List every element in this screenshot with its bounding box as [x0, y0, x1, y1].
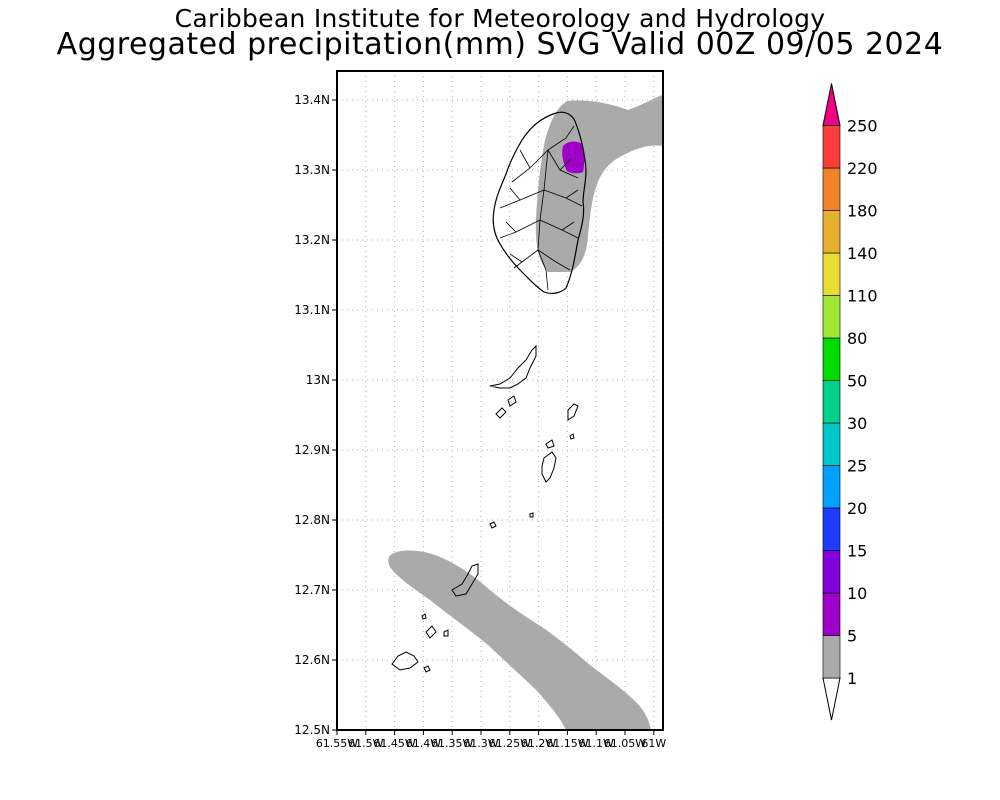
lon-tick-label: 61.45W [373, 737, 415, 750]
mustique-island [567, 403, 579, 421]
islet-9 [421, 613, 427, 620]
colorbar-label: 25 [847, 457, 867, 476]
lon-tick-label: 61.3W [463, 737, 498, 750]
colorbar-label: 10 [847, 584, 867, 603]
rain-area-5-10mm [562, 141, 585, 174]
colorbar-label: 80 [847, 329, 867, 348]
rain-area-north [535, 95, 663, 272]
latitude-axis: 13.4N 13.3N 13.2N 13.1N 13N 12.9N 12.8N 12.7N 12… [294, 93, 337, 737]
st-vincent-island [492, 111, 587, 294]
colorbar-label: 20 [847, 499, 867, 518]
carriacou-island [391, 651, 419, 671]
colorbar-label: 220 [847, 159, 878, 178]
lon-tick-label: 61.35W [431, 737, 473, 750]
st-vincent-rivers [499, 125, 583, 291]
colorbar-segment [822, 295, 841, 339]
colorbar-label: 50 [847, 372, 867, 391]
lon-tick-label: 61.25W [489, 737, 531, 750]
lat-tick-label: 13.1N [294, 303, 330, 317]
islet-4 [545, 439, 555, 449]
lon-tick-label: 61.05W [604, 737, 646, 750]
lat-tick-label: 13.4N [294, 93, 330, 107]
rain-area-south [388, 550, 651, 730]
islet-7 [425, 625, 437, 639]
bequia-island [489, 344, 537, 389]
lon-tick-label: 61.55W [316, 737, 358, 750]
rain-band-1-5mm [388, 95, 663, 730]
colorbar-label: 110 [847, 287, 878, 306]
colorbar-segment [822, 635, 841, 679]
lon-tick-label: 61.2W [521, 737, 556, 750]
colorbar-segment [822, 592, 841, 636]
map-frame [336, 70, 664, 731]
colorbar-label: 140 [847, 244, 878, 263]
lat-tick-label: 12.5N [294, 723, 330, 737]
st-vincent-coastline [492, 111, 587, 294]
islet-6 [529, 512, 534, 518]
chart-title-line-2: Aggregated precipitation(mm) SVG Valid 0… [56, 27, 944, 62]
colorbar-label: 15 [847, 542, 867, 561]
islet-8 [443, 629, 449, 637]
canouan-island [541, 451, 557, 483]
colorbar-segment [822, 252, 841, 296]
colorbar-label: 1 [847, 669, 857, 688]
colorbar-label: 30 [847, 414, 867, 433]
lat-tick-label: 12.9N [294, 443, 330, 457]
islet-5 [489, 521, 497, 529]
colorbar-label: 180 [847, 202, 878, 221]
colorbar-segment [822, 507, 841, 551]
islet-1 [495, 407, 507, 419]
union-island [451, 563, 479, 597]
lon-tick-label: 61W [641, 737, 666, 750]
colorbar-segment [822, 550, 841, 594]
lat-tick-label: 13.2N [294, 233, 330, 247]
islet-10 [423, 665, 431, 673]
colorbar-segment [822, 125, 841, 169]
lat-tick-label: 12.8N [294, 513, 330, 527]
chart-title-line-1: Caribbean Institute for Meteorology and … [174, 4, 826, 33]
lat-tick-label: 13.3N [294, 163, 330, 177]
colorbar-segment [822, 465, 841, 509]
lat-tick-label: 12.6N [294, 653, 330, 667]
colorbar-segment [822, 337, 841, 381]
lon-tick-label: 61.4W [406, 737, 441, 750]
colorbar-segment [822, 380, 841, 424]
longitude-axis: 61.55W61.5W61.45W61.4W61.35W61.3W61.25W6… [316, 730, 666, 750]
lon-tick-label: 61.15W [546, 737, 588, 750]
colorbar-label: 250 [847, 117, 878, 136]
lat-tick-label: 13N [306, 373, 330, 387]
colorbar-segment [822, 167, 841, 211]
islet-3 [569, 433, 575, 440]
islet-2 [507, 395, 517, 407]
colorbar-label: 5 [847, 627, 857, 646]
grenadines-islands [391, 344, 579, 673]
colorbar-segment [822, 210, 841, 254]
colorbar-over-triangle [822, 83, 841, 126]
lon-tick-label: 61.5W [348, 737, 383, 750]
colorbar-under-triangle [822, 677, 841, 721]
colorbar-segment [822, 422, 841, 466]
lon-tick-label: 61.1W [579, 737, 614, 750]
lat-tick-label: 12.7N [294, 583, 330, 597]
